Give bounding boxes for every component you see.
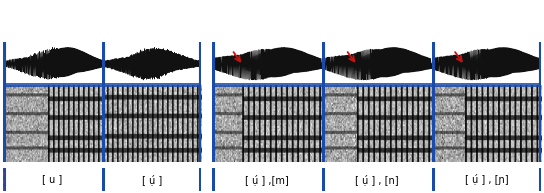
Text: [ ụ́ ]: [ ụ́ ] <box>141 174 162 185</box>
Text: [ u ]: [ u ] <box>42 174 63 185</box>
Text: [ ụ́ ] , [n]: [ ụ́ ] , [n] <box>355 174 399 185</box>
Text: [ ụ́ ] , [ɲ]: [ ụ́ ] , [ɲ] <box>465 174 508 185</box>
Text: [ ụ́ ] ,[m]: [ ụ́ ] ,[m] <box>245 174 289 185</box>
